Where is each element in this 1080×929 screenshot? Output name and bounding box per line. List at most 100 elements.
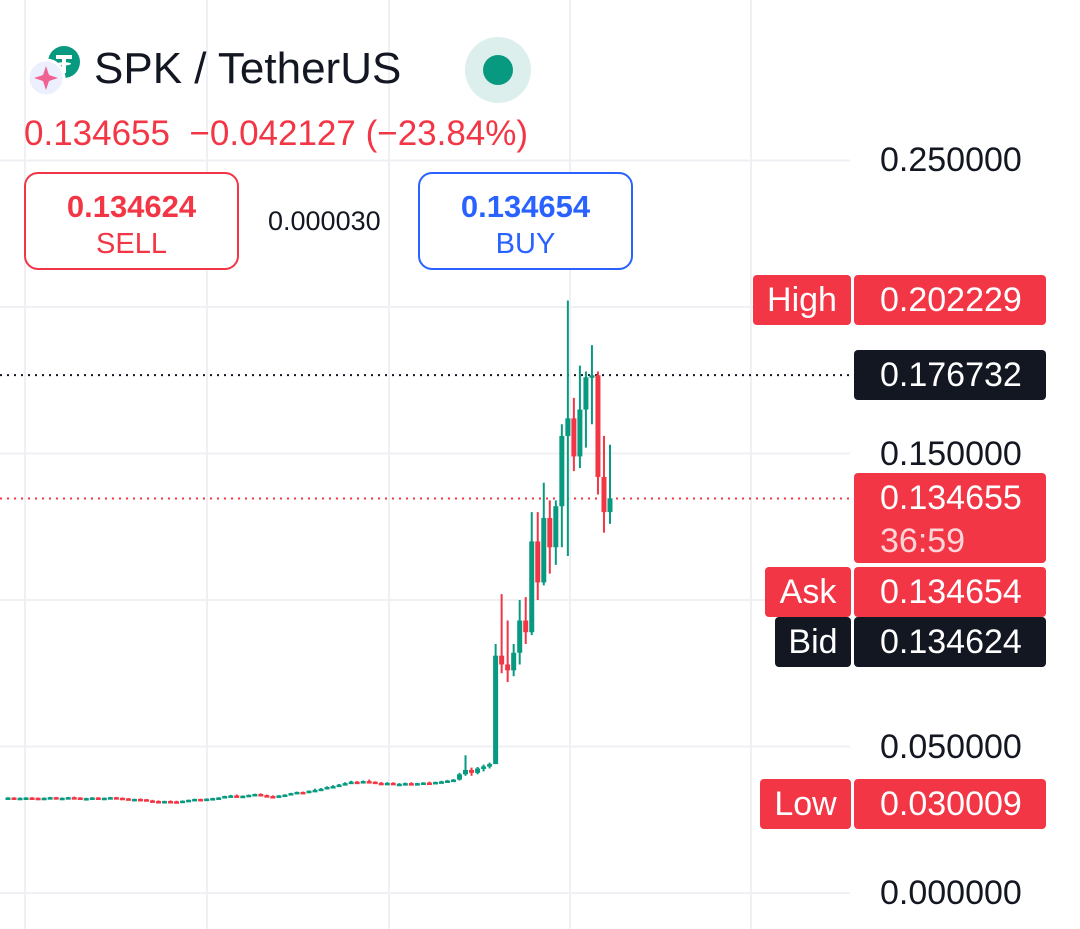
candle-body <box>156 800 161 804</box>
candle-body <box>523 620 529 633</box>
candle <box>210 797 216 801</box>
candle <box>23 797 29 800</box>
candle <box>330 785 336 789</box>
candle <box>312 788 318 793</box>
candle-body <box>565 418 571 436</box>
candle-body <box>390 782 396 786</box>
candle <box>499 594 505 674</box>
candle <box>457 772 462 781</box>
candle-body <box>300 791 306 795</box>
candle-body <box>125 798 131 801</box>
candle-body <box>41 797 47 801</box>
candle <box>186 799 192 803</box>
candle-body <box>402 783 408 786</box>
low-label-badge: Low <box>760 779 851 829</box>
market-status-indicator[interactable] <box>465 37 531 103</box>
candle <box>469 767 475 776</box>
candle-body <box>210 798 216 801</box>
candle-body <box>535 541 541 583</box>
candle-body <box>372 781 378 785</box>
candle-body <box>11 797 17 800</box>
bid-label-badge: Bid <box>775 617 851 667</box>
quote-line: 0.134655 −0.042127 (−23.84%) <box>24 112 528 156</box>
candle-body <box>457 774 462 780</box>
candle <box>174 800 180 804</box>
candle-body <box>137 798 143 802</box>
candle-body <box>168 800 174 804</box>
candle <box>505 620 511 683</box>
sell-label: SELL <box>96 228 167 260</box>
candle <box>559 424 565 548</box>
candle <box>234 794 240 798</box>
candle <box>360 780 366 784</box>
candle-body <box>354 781 360 785</box>
sell-button[interactable]: 0.134624 SELL <box>24 172 239 270</box>
candle-body <box>541 517 547 583</box>
candle <box>41 797 47 801</box>
candle <box>270 795 276 799</box>
candle <box>414 782 420 786</box>
price-axis-tick: 0.250000 <box>880 141 1022 179</box>
candle-body <box>107 797 113 800</box>
candle <box>35 797 41 801</box>
candle-body <box>162 800 168 804</box>
candle <box>426 781 432 786</box>
high-label-badge: High <box>753 275 851 325</box>
candle <box>601 435 607 533</box>
candle <box>475 767 481 775</box>
candle-body <box>607 498 613 513</box>
candle-body <box>577 409 583 457</box>
candle-body <box>228 795 234 798</box>
candle <box>125 798 131 801</box>
candle <box>342 782 348 786</box>
candle-body <box>348 781 354 785</box>
candle-body <box>396 783 402 787</box>
candle <box>420 782 426 786</box>
symbol-title[interactable]: SPK / TetherUS <box>94 44 402 93</box>
candle-body <box>505 664 511 671</box>
candle <box>432 781 438 785</box>
candle <box>324 786 330 790</box>
candle <box>17 797 23 801</box>
tether-symbol <box>56 55 72 73</box>
candle-body <box>252 793 258 797</box>
candle-body <box>47 797 53 800</box>
candle-body <box>330 786 336 789</box>
buy-button[interactable]: 0.134654 BUY <box>418 172 633 270</box>
candle <box>204 798 210 802</box>
candle <box>402 782 408 786</box>
candle-body <box>29 797 35 800</box>
candle-body <box>113 797 119 800</box>
candle <box>547 500 553 574</box>
last-price-badge: 0.134655 36:59 <box>854 473 1046 563</box>
candle <box>384 782 390 786</box>
candle-body <box>306 790 312 794</box>
candle-body <box>222 796 228 799</box>
candle <box>282 794 288 798</box>
candle <box>463 755 469 776</box>
candle-body <box>312 789 318 793</box>
spark-icon <box>34 66 58 90</box>
candle-body <box>35 797 41 801</box>
price-change-percent: (−23.84%) <box>365 114 529 153</box>
candle-body <box>475 768 481 773</box>
candle-body <box>432 781 438 785</box>
candle-body <box>131 798 137 802</box>
candle <box>192 798 198 802</box>
candle-body <box>83 798 89 801</box>
candle-body <box>487 764 493 767</box>
price-axis-tick: 0.000000 <box>880 874 1022 912</box>
low-value-badge: 0.030009 <box>854 779 1046 829</box>
candle-body <box>318 788 324 792</box>
candle-body <box>360 781 366 784</box>
ask-value-badge: 0.134654 <box>854 567 1046 617</box>
candle-body <box>149 800 155 803</box>
candle-body <box>71 797 77 800</box>
candle <box>83 797 89 801</box>
candle <box>149 799 155 803</box>
candle <box>119 797 125 801</box>
candle-body <box>324 786 330 790</box>
candle <box>571 397 577 472</box>
candle <box>11 797 17 800</box>
